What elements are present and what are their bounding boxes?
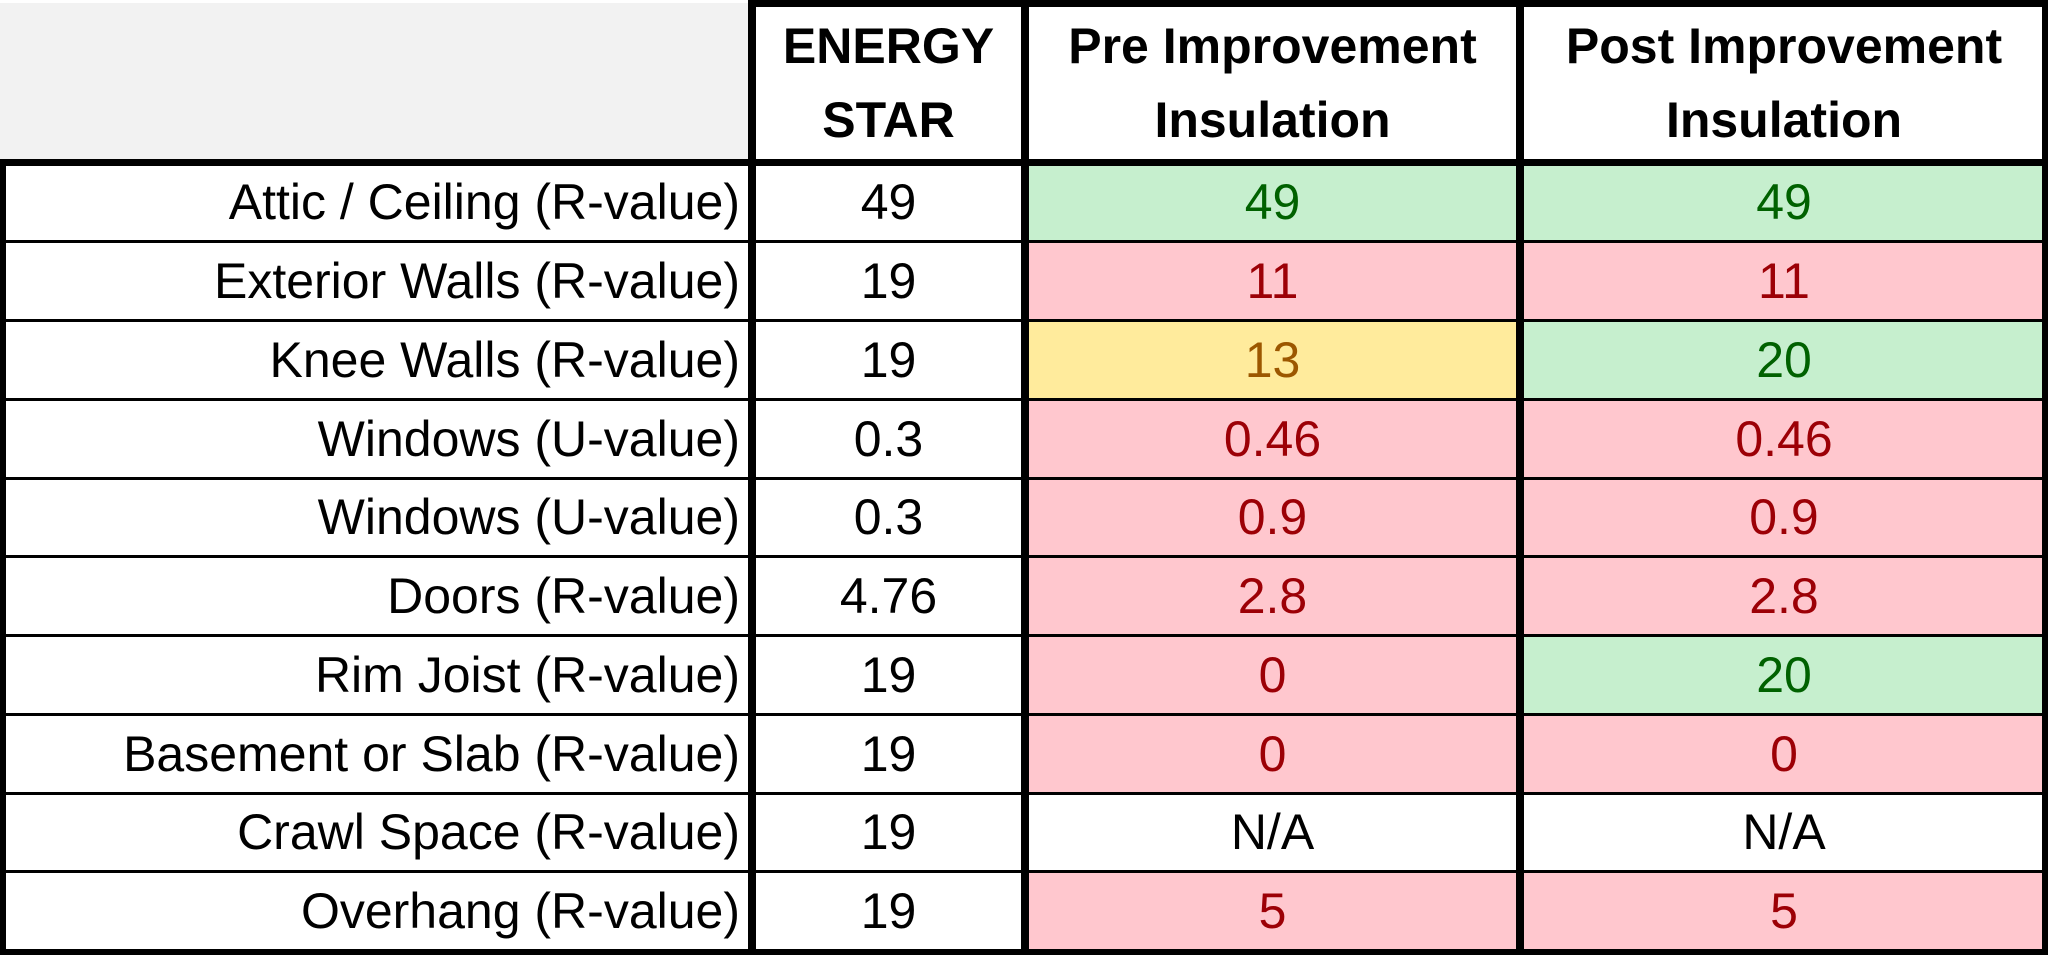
header-line-2: STAR xyxy=(822,91,955,148)
pre-improvement-value: 5 xyxy=(1025,871,1520,950)
energy-star-value: 19 xyxy=(860,331,917,388)
header-line-1: Pre Improvement xyxy=(1068,17,1477,74)
row-label: Basement or Slab (R-value) xyxy=(123,725,740,782)
post-improvement-value: 0 xyxy=(1520,714,2048,793)
corner-cell xyxy=(0,3,752,162)
row-label: Knee Walls (R-value) xyxy=(269,331,740,388)
header-top-border xyxy=(749,0,2048,7)
column-divider xyxy=(748,0,756,955)
header-line-1: Post Improvement xyxy=(1565,17,2003,74)
row-label: Windows (U-value) xyxy=(317,489,740,545)
post-improvement-value: 20 xyxy=(1520,320,2048,399)
row-label: Rim Joist (R-value) xyxy=(314,646,740,703)
header-line-2: Insulation xyxy=(1154,91,1391,148)
energy-star-value: 0.3 xyxy=(853,410,924,467)
energy-star-value: 19 xyxy=(860,725,917,782)
energy-star-value: 19 xyxy=(860,882,917,939)
energy-star-value: 19 xyxy=(860,252,917,309)
post-improvement-value: 20 xyxy=(1520,635,2048,714)
pre-improvement-value: 0 xyxy=(1025,714,1520,793)
header-text: Pre Improvement Insulation xyxy=(1068,9,1476,157)
post-improvement-value: 0.9 xyxy=(1520,478,2048,556)
pre-improvement-value: 0 xyxy=(1025,635,1520,714)
row-label: Overhang (R-value) xyxy=(300,882,740,939)
energy-star-value: 4.76 xyxy=(839,567,938,624)
row-label: Doors (R-value) xyxy=(387,567,740,624)
pre-improvement-value: 2.8 xyxy=(1025,556,1520,635)
pre-improvement-value: 11 xyxy=(1025,241,1520,320)
post-improvement-value: 49 xyxy=(1520,162,2048,241)
pre-improvement-header: Pre Improvement Insulation xyxy=(1025,3,1520,162)
post-improvement-value: 0.46 xyxy=(1520,399,2048,478)
table-left-border xyxy=(0,159,6,955)
pre-improvement-value: 0.46 xyxy=(1025,399,1520,478)
post-improvement-header: Post Improvement Insulation xyxy=(1520,3,2048,162)
energy-star-header: ENERGY STAR xyxy=(752,3,1025,162)
energy-star-value: 19 xyxy=(860,646,917,703)
pre-improvement-value: 49 xyxy=(1025,162,1520,241)
post-improvement-value: 5 xyxy=(1520,871,2048,950)
row-label: Exterior Walls (R-value) xyxy=(213,252,740,309)
post-improvement-value: N/A xyxy=(1520,793,2048,871)
header-line-2: Insulation xyxy=(1665,91,1903,148)
header-text: Post Improvement Insulation xyxy=(1566,9,2002,157)
table-right-border xyxy=(2042,0,2048,955)
energy-star-value: 0.3 xyxy=(853,489,924,545)
header-text: ENERGY STAR xyxy=(783,9,994,157)
column-divider xyxy=(1021,0,1029,955)
row-label: Windows (U-value) xyxy=(317,410,740,467)
energy-star-value: 49 xyxy=(860,173,917,230)
column-divider xyxy=(1516,0,1524,955)
energy-star-value: 19 xyxy=(860,804,917,860)
post-improvement-value: 11 xyxy=(1520,241,2048,320)
header-line-1: ENERGY xyxy=(782,17,995,74)
row-label: Crawl Space (R-value) xyxy=(237,804,740,860)
row-label: Attic / Ceiling (R-value) xyxy=(228,173,740,230)
pre-improvement-value: N/A xyxy=(1025,793,1520,871)
post-improvement-value: 2.8 xyxy=(1520,556,2048,635)
pre-improvement-value: 13 xyxy=(1025,320,1520,399)
pre-improvement-value: 0.9 xyxy=(1025,478,1520,556)
